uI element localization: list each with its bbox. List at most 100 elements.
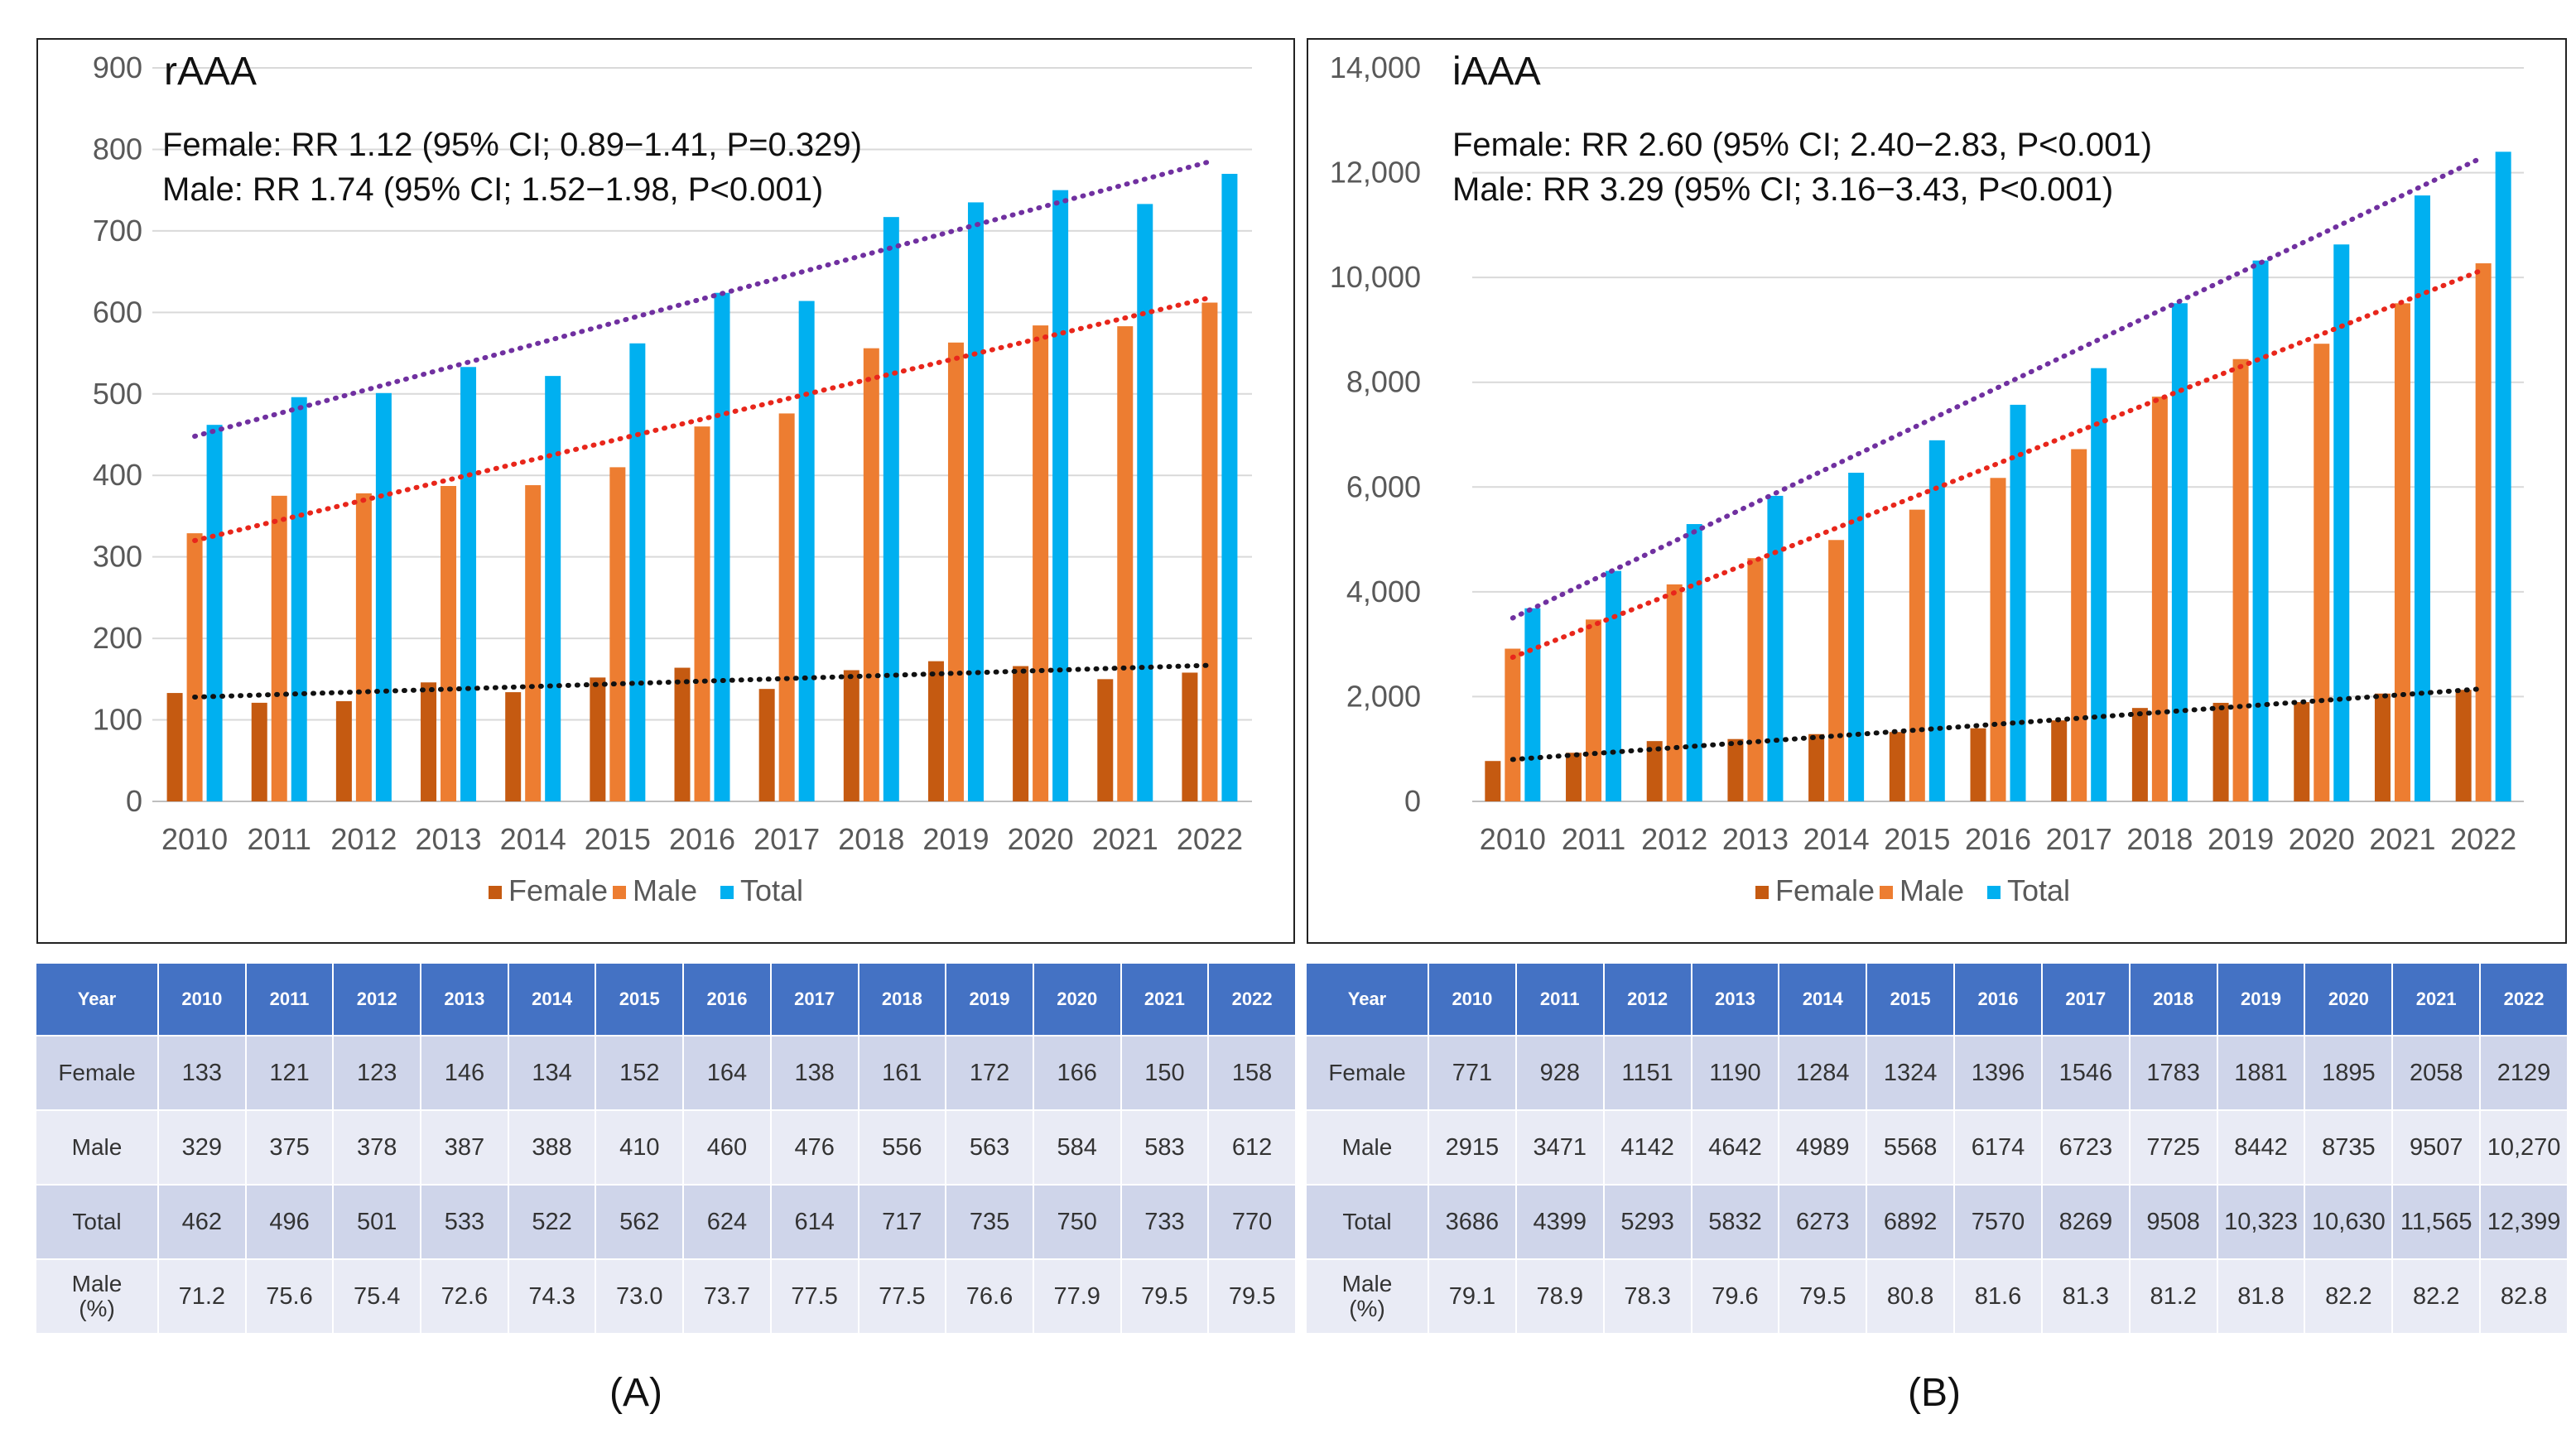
table-cell: 8269 [2042, 1186, 2129, 1258]
table-cell: 82.2 [2305, 1260, 2392, 1333]
legend-swatch-a-total [720, 886, 734, 899]
bar-a-male [441, 486, 457, 801]
bar-b-male [2232, 358, 2249, 801]
y-tick-label-a: 800 [93, 132, 142, 166]
table-cell: 78.9 [1516, 1260, 1603, 1333]
table-cell: 6723 [2042, 1111, 2129, 1184]
bar-b-total [2333, 244, 2350, 802]
y-tick-label-b: 6,000 [1346, 469, 1421, 503]
y-tick-label-a: 100 [93, 703, 142, 737]
x-tick-label-b: 2017 [2046, 822, 2112, 856]
table-row: Total 3686 4399 5293 5832 6273 6892 7570 8269 950… [1307, 1186, 2567, 1258]
bar-b-male [1909, 509, 1925, 801]
table-header-year: 2014 [1779, 964, 1866, 1035]
bar-b-total [1767, 495, 1784, 801]
bar-b-male [2394, 303, 2410, 801]
table-cell: 583 [1121, 1111, 1208, 1184]
bar-a-female [590, 677, 606, 801]
table-cell: 77.5 [859, 1260, 946, 1333]
table-header-year: 2022 [2481, 964, 2567, 1035]
legend-label-b-total: Total [2007, 873, 2070, 907]
table-header-year: 2015 [596, 964, 683, 1035]
trendline-b-total [1509, 154, 2487, 621]
bar-a-total [798, 301, 815, 801]
bar-b-male [1586, 619, 1602, 801]
table-cell: 8735 [2305, 1111, 2392, 1184]
table-cell: 152 [596, 1037, 683, 1109]
bar-b-female [1485, 761, 1501, 801]
bar-b-male [2071, 449, 2087, 801]
table-cell: 79.5 [1209, 1260, 1295, 1333]
table-row: Female 771 928 1151 1190 1284 1324 1396 1546 1783… [1307, 1037, 2567, 1109]
table-cell: 476 [771, 1111, 858, 1184]
x-tick-label-a: 2013 [415, 822, 481, 856]
bar-a-male [355, 493, 372, 801]
y-tick-label-b: 4,000 [1346, 575, 1421, 608]
table-cell: 161 [859, 1037, 946, 1109]
bar-b-total [1928, 440, 1945, 801]
table-cell: 71.2 [159, 1260, 245, 1333]
table-cell: 563 [946, 1111, 1033, 1184]
table-cell: 164 [684, 1037, 770, 1109]
table-cell: 7725 [2130, 1111, 2217, 1184]
table-header-row: Year 2010 2011 2012 2013 2014 2015 2016 2017 2018… [1307, 964, 2567, 1035]
x-tick-label-a: 2010 [161, 822, 228, 856]
y-tick-label-a: 900 [93, 51, 142, 84]
table-cell: 584 [1033, 1111, 1120, 1184]
table-cell: 10,270 [2481, 1111, 2567, 1184]
bar-b-female [1566, 753, 1582, 801]
trendline-a-total [192, 159, 1212, 439]
table-header-year: 2018 [2130, 964, 2217, 1035]
table-cell: 771 [1429, 1037, 1515, 1109]
table-cell: 74.3 [508, 1260, 595, 1333]
y-tick-label-b: 8,000 [1346, 365, 1421, 399]
table-cell: 556 [859, 1111, 946, 1184]
table-cell: 81.3 [2042, 1260, 2129, 1333]
table-header-year: 2021 [2393, 964, 2480, 1035]
table-row-label: Female [1307, 1037, 1428, 1109]
table-cell: 79.5 [1121, 1260, 1208, 1333]
table-cell: 3686 [1429, 1186, 1515, 1258]
x-tick-label-b: 2015 [1884, 822, 1950, 856]
table-cell: 166 [1033, 1037, 1120, 1109]
bar-a-total [629, 343, 646, 802]
table-cell: 5568 [1867, 1111, 1954, 1184]
x-tick-label-a: 2015 [585, 822, 651, 856]
bar-b-female [1727, 738, 1744, 801]
legend-swatch-a-male [613, 886, 626, 899]
bar-a-male [1033, 325, 1049, 801]
bar-b-male [2151, 397, 2168, 801]
table-cell: 134 [508, 1037, 595, 1109]
table-cell: 146 [421, 1037, 508, 1109]
table-cell: 770 [1209, 1186, 1295, 1258]
table-header-row: Year 2010 2011 2012 2013 2014 2015 2016 2017 2018… [36, 964, 1295, 1035]
table-cell: 5293 [1604, 1186, 1691, 1258]
charts-canvas: 0 100 200 300 400 500 600 700 800 900 2010 2011 2012… [93, 50, 2524, 907]
table-header-year: 2020 [1033, 964, 1120, 1035]
table-row: Female 133 121 123 146 134 152 164 138 161 172 166 1… [36, 1037, 1295, 1109]
bar-b-total [1524, 608, 1541, 801]
table-cell: 10,630 [2305, 1186, 2392, 1258]
bar-b-male [1990, 478, 2006, 801]
table-cell: 121 [246, 1037, 333, 1109]
bar-a-male [1201, 302, 1218, 801]
legend-label-a-male: Male [633, 873, 697, 907]
x-tick-label-b: 2012 [1641, 822, 1707, 856]
table-cell: 4989 [1779, 1111, 1866, 1184]
table-cell: 79.1 [1429, 1260, 1515, 1333]
table-cell: 133 [159, 1037, 245, 1109]
table-cell: 1881 [2217, 1037, 2304, 1109]
bar-a-male [1117, 326, 1134, 802]
table-cell: 2129 [2481, 1037, 2567, 1109]
legend-swatch-a-female [489, 886, 502, 899]
data-table-a: Year 2010 2011 2012 2013 2014 2015 2016 2017 2018… [35, 962, 1297, 1335]
bar-a-male [525, 485, 542, 801]
table-cell: 1190 [1692, 1037, 1779, 1109]
bar-b-male [1666, 584, 1683, 801]
table-cell: 387 [421, 1111, 508, 1184]
table-cell: 624 [684, 1186, 770, 1258]
table-cell: 1151 [1604, 1037, 1691, 1109]
table-row-label: Male [36, 1111, 157, 1184]
table-cell: 73.0 [596, 1260, 683, 1333]
table-cell: 410 [596, 1111, 683, 1184]
